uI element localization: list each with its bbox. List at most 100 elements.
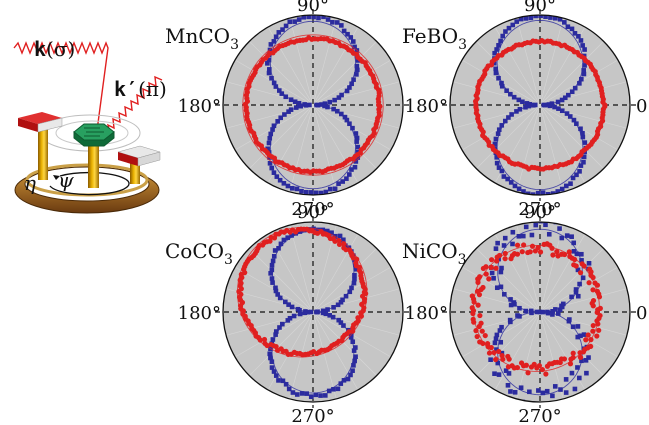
data-point-square: [489, 270, 495, 276]
radial-gridline: [452, 311, 541, 336]
data-point-circle: [476, 323, 482, 330]
data-point-square: [348, 35, 354, 40]
data-point-square: [567, 114, 573, 119]
data-point-square: [565, 24, 571, 30]
radial-gridline: [539, 248, 604, 313]
data-point-square: [517, 305, 522, 311]
data-point-square: [574, 172, 579, 178]
data-point-square: [518, 385, 524, 391]
data-point-square: [344, 88, 350, 94]
radial-gridline: [539, 17, 564, 106]
data-point-square: [498, 284, 504, 290]
data-point-square: [503, 29, 508, 34]
data-point-square: [581, 154, 587, 160]
data-point-square: [578, 163, 584, 168]
data-point-square: [353, 345, 358, 350]
crystal-sample: [73, 123, 115, 147]
data-point-square: [494, 47, 499, 52]
data-point-square: [497, 328, 503, 333]
data-point-square: [270, 337, 276, 342]
outgoing-wave: [99, 75, 163, 139]
data-point-circle: [486, 276, 492, 282]
data-point-square: [354, 72, 359, 77]
data-point-square: [504, 88, 509, 93]
data-point-square: [563, 183, 569, 189]
polar-panel-nico3: NiCO3 90° 180° 0 270°: [402, 202, 647, 425]
data-point-circle: [577, 354, 584, 360]
data-point-square: [533, 222, 539, 228]
radial-gridline: [289, 104, 314, 193]
data-point-square: [269, 267, 275, 273]
data-point-square: [350, 368, 355, 373]
data-point-square: [319, 102, 324, 107]
panel-title-base: MnCO: [165, 24, 230, 48]
data-point-square: [286, 109, 291, 114]
data-point-square: [574, 251, 580, 257]
data-point-square: [307, 102, 312, 108]
data-point-square: [349, 285, 354, 291]
radial-gridline: [539, 311, 564, 400]
data-point-square: [289, 185, 295, 191]
data-point-square: [323, 393, 328, 398]
radial-gridline: [461, 311, 541, 358]
data-point-square: [523, 16, 529, 21]
polar-panel-coco3: CoCO3 90° 180° 270°: [165, 202, 411, 425]
data-point-circle: [532, 248, 538, 254]
data-point-circle: [483, 271, 489, 277]
k-in-label: k(σ): [34, 37, 75, 61]
angle-label-180: 180°: [178, 303, 221, 324]
data-point-square: [350, 39, 356, 44]
data-point-square: [523, 224, 529, 230]
panel-title: CoCO3: [165, 239, 233, 268]
radial-gridline: [249, 41, 314, 106]
data-point-square: [324, 228, 330, 234]
data-point-circle: [363, 290, 369, 297]
polar-panel-mnco3: MnCO3 90° 180° 270°: [165, 0, 411, 220]
data-point-square: [289, 304, 295, 310]
data-point-square: [273, 288, 279, 294]
data-point-square: [336, 317, 342, 323]
data-point-circle: [494, 258, 500, 264]
data-point-square: [552, 104, 557, 110]
data-point-square: [495, 360, 501, 366]
data-point-square: [269, 262, 275, 268]
data-point-square: [270, 127, 275, 132]
data-point-circle: [555, 253, 561, 259]
data-point-circle: [590, 297, 597, 304]
data-point-square: [516, 186, 522, 192]
data-point-circle: [470, 310, 476, 317]
data-point-square: [336, 181, 341, 186]
data-point-square: [352, 272, 357, 278]
data-point-square: [315, 227, 321, 233]
radial-gridline: [476, 248, 541, 313]
data-point-circle: [596, 327, 602, 333]
data-point-square: [516, 233, 522, 239]
data-point-square: [559, 186, 565, 192]
pillar-left: [38, 128, 48, 180]
data-point-square: [338, 299, 344, 305]
data-point-square: [271, 123, 277, 129]
data-point-square: [283, 299, 288, 305]
data-point-square: [334, 108, 340, 114]
data-point-circle: [571, 262, 577, 268]
radial-gridline: [494, 311, 541, 391]
data-point-square: [579, 258, 584, 263]
data-point-square: [525, 191, 531, 195]
data-point-square: [281, 181, 287, 186]
data-point-circle: [514, 364, 520, 371]
data-point-square: [559, 235, 565, 241]
data-point-square: [348, 335, 354, 340]
data-point-square: [355, 144, 361, 150]
k-out-label: k′(π): [114, 77, 167, 101]
data-point-square: [563, 377, 569, 382]
data-point-square: [278, 241, 284, 247]
data-point-square: [510, 22, 516, 28]
data-point-square: [544, 388, 550, 394]
radial-gridline: [516, 224, 541, 313]
panel-title: NiCO3: [402, 239, 467, 268]
data-point-circle: [595, 307, 601, 313]
data-point-square: [269, 276, 275, 281]
data-point-square: [337, 233, 343, 239]
data-point-square: [288, 107, 294, 112]
data-point-square: [501, 174, 507, 179]
